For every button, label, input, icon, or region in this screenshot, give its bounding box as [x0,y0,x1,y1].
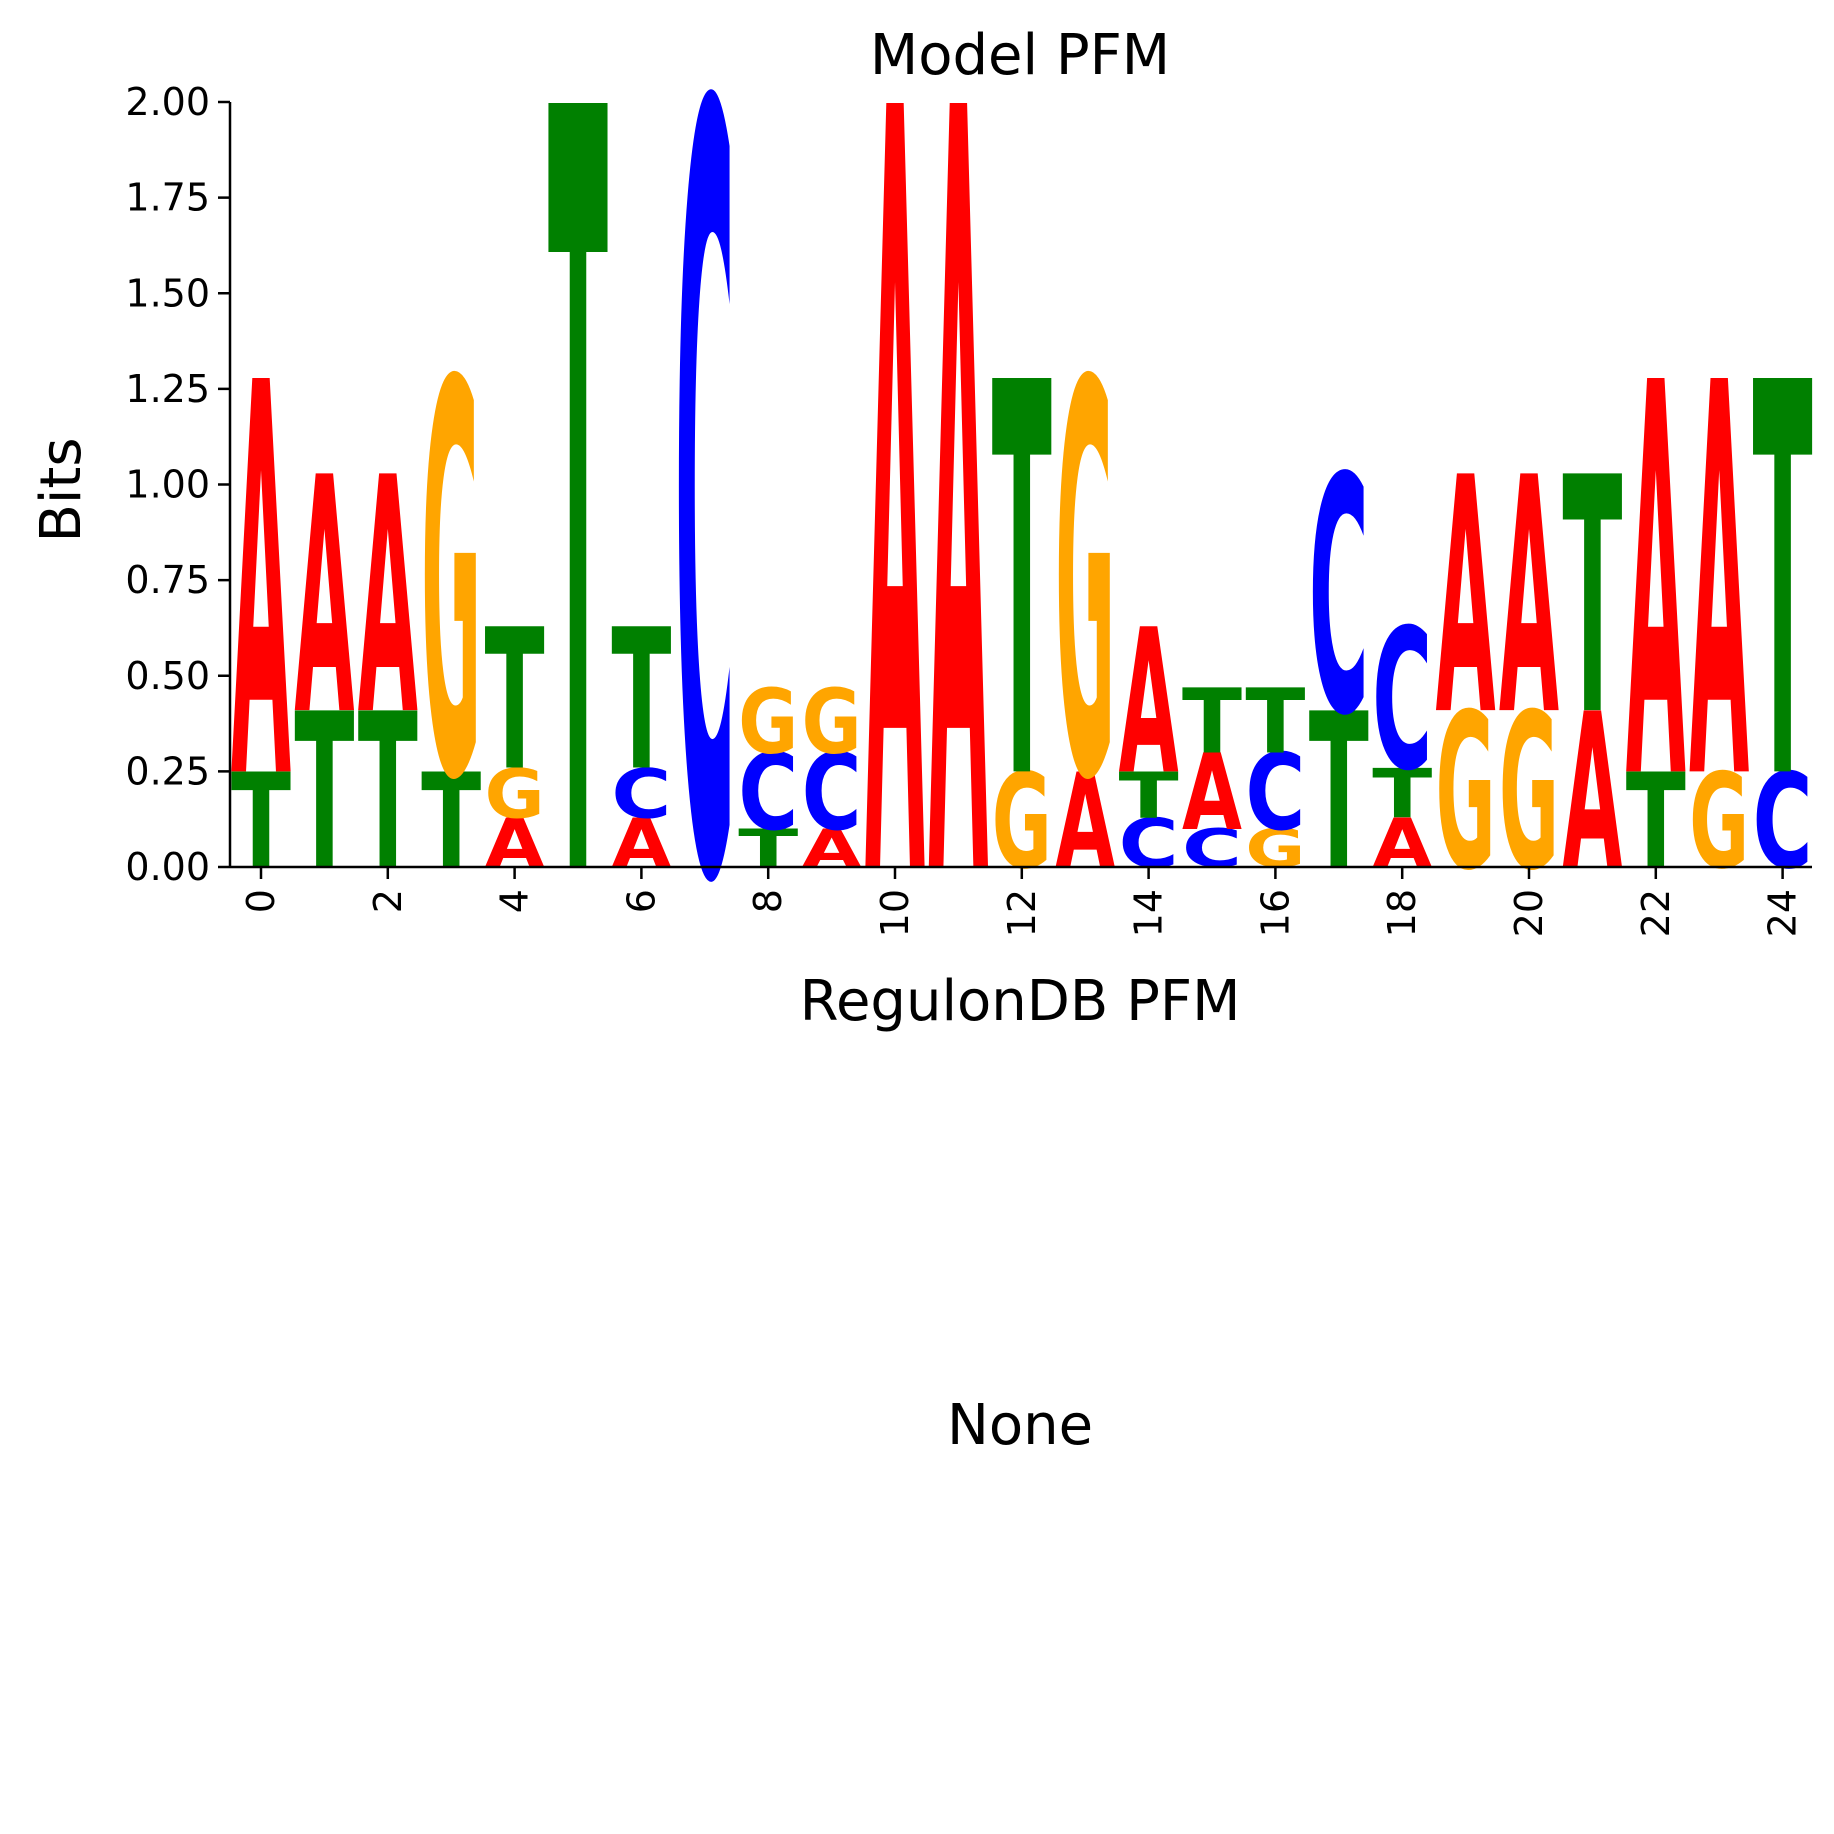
x-tick-label: 2 [366,889,410,913]
logo-letter-A: A [1562,669,1622,919]
x-tick-label: 4 [493,889,537,913]
logo-letter-G: G [738,670,798,774]
logo-letter-C: C [611,754,671,834]
x-tick-label: 12 [1000,889,1044,937]
logo-letter-A: A [294,409,354,787]
logo-letter-A: A [928,0,989,1115]
logo-letter-T: T [1309,668,1369,918]
logo-letter-T: T [548,0,608,1115]
logo-letter-T: T [1119,760,1179,833]
logo-letter-T: T [992,272,1052,900]
logo-letter-G: G [1436,668,1496,918]
x-tick-label: 8 [746,889,790,913]
x-tick-label: 22 [1634,889,1678,937]
logo-letter-G: G [1055,271,1115,899]
y-tick-label: 1.00 [125,463,210,507]
logo-letter-A: A [1689,270,1750,899]
logo-letter-G: G [421,271,481,899]
logo-letter-T: T [421,746,481,899]
x-tick-label: 6 [619,889,663,913]
logo-letter-A: A [231,270,292,899]
y-tick-label: 0.00 [125,845,210,889]
logo-letter-C: C [1372,589,1432,814]
logo-letter-G: G [802,670,862,774]
chart-title: Model PFM [870,23,1170,88]
y-tick-label: 0.50 [125,654,210,698]
logo-letter-A: A [1626,270,1687,899]
y-tick-label: 2.00 [125,80,210,124]
logo-letter-G: G [1689,747,1749,899]
logo-letter-C: C [1309,408,1369,787]
x-tick-label: 14 [1127,889,1171,937]
logo-letter-A: A [1055,747,1115,899]
y-tick-label: 0.75 [125,558,210,602]
logo-letter-G: G [485,754,545,834]
logo-letter-T: T [611,587,671,814]
x-tick-label: 0 [239,889,283,913]
logo-letter-T: T [1182,670,1242,774]
logo-letter-C: C [1245,733,1305,855]
logo-letter-T: T [1562,410,1622,788]
x-tick-label: 18 [1380,889,1424,937]
logo-letter-A: A [1499,409,1559,787]
x-axis-label: RegulonDB PFM [800,969,1241,1034]
y-tick-label: 1.75 [125,176,210,220]
y-axis-label: Bits [29,437,94,542]
logo-letter-A: A [1436,409,1496,787]
logo-letter-C: C [738,733,798,855]
y-tick-label: 0.25 [125,749,210,793]
x-tick-label: 20 [1507,889,1551,937]
x-tick-label: 10 [873,889,917,937]
logo-letter-A: A [1119,587,1179,819]
logo-letter-T: T [294,668,354,918]
second-panel-title: None [947,1393,1093,1458]
logo-letter-C: C [802,733,862,855]
logo-letter-C: C [1182,819,1242,880]
logo-letter-A: A [1182,731,1242,854]
logo-letter-A: A [358,409,418,787]
logo-letter-T: T [1372,754,1432,834]
logo-letter-A: A [802,819,862,880]
x-ticks: 0 2 4 6 8 10 12 14 16 18 20 22 24 [239,867,1805,937]
logo-letter-A: A [865,0,926,1115]
x-tick-label: 16 [1253,889,1297,937]
y-tick-label: 1.50 [125,271,210,315]
y-ticks: 0.00 0.25 0.50 0.75 1.00 1.25 1.50 1.75 2.00 [125,80,230,889]
x-tick-label: 24 [1761,889,1805,937]
logo-letter-T: T [1753,272,1813,900]
logo-letter-T: T [1245,670,1305,774]
logo-letter-C: C [675,0,735,1115]
y-tick-label: 1.25 [125,367,210,411]
logo-letter-T: T [485,587,545,814]
